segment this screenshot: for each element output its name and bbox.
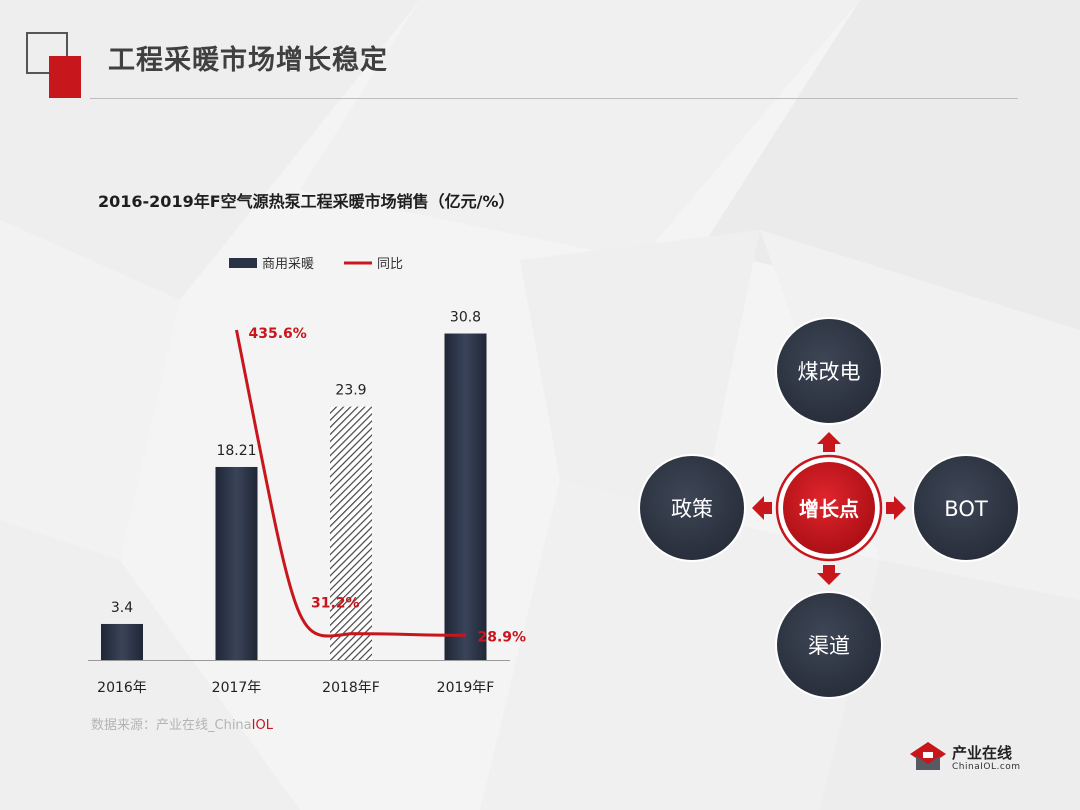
page-title: 工程采暖市场增长稳定 — [108, 45, 388, 76]
x-tick-label: 2018年F — [322, 680, 380, 696]
title-logo-mark — [26, 32, 81, 98]
title-divider — [90, 98, 1018, 99]
source-highlight: IOL — [251, 718, 273, 733]
brand-logo-icon — [910, 742, 946, 770]
chart-title: 2016-2019年F空气源热泵工程采暖市场销售（亿元/%） — [98, 192, 515, 211]
legend-label-bar: 商用采暖 — [262, 257, 314, 272]
yoy-value-label: 31.2% — [311, 596, 360, 612]
x-tick-label: 2019年F — [437, 680, 495, 696]
data-source-note: 数据来源：产业在线_ChinaIOL — [91, 714, 273, 733]
brand-url: ChinaIOL.com — [952, 762, 1021, 772]
x-tick-label: 2017年 — [212, 680, 262, 696]
bar-value-label: 23.9 — [335, 383, 366, 399]
bar-value-label: 30.8 — [450, 310, 481, 326]
x-tick-label: 2016年 — [97, 680, 147, 696]
bar-value-label: 18.21 — [216, 443, 256, 459]
brand-name: 产业在线 — [952, 744, 1013, 762]
yoy-value-label: 28.9% — [478, 629, 527, 645]
bar — [101, 623, 143, 660]
bar-line-chart: 商用采暖 同比 3.4 2016年 18.21 2017年 23.9 2018年F 30.8 2… — [88, 257, 527, 696]
legend-swatch-bar — [229, 258, 257, 268]
yoy-line — [235, 329, 466, 638]
bar — [444, 333, 487, 660]
yoy-value-label: 435.6% — [249, 326, 307, 342]
bar-value-label: 3.4 — [111, 600, 133, 616]
bar — [215, 466, 258, 660]
bar — [330, 406, 372, 660]
source-text: 数据来源：产业在线_China — [91, 718, 252, 733]
legend-label-line: 同比 — [377, 257, 403, 272]
